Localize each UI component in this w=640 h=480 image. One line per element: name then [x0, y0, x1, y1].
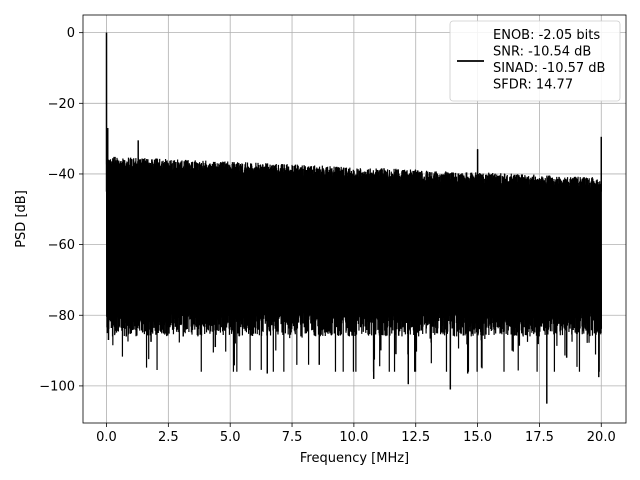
legend-entry: SNR: -10.54 dB [493, 45, 591, 60]
psd-trace [105, 32, 603, 404]
y-tick-label: −60 [48, 238, 75, 253]
legend-box [449, 20, 621, 102]
x-tick: 15.0 [463, 423, 492, 445]
x-tick: 17.5 [525, 423, 554, 445]
x-tick-label: 2.5 [158, 430, 179, 445]
x-axis-label: Frequency [MHz] [300, 451, 409, 466]
psd-plot [105, 32, 603, 404]
x-tick: 12.5 [401, 423, 430, 445]
legend-entry: SINAD: -10.57 dB [493, 61, 605, 76]
x-tick: 20.0 [587, 423, 616, 445]
y-tick-label: −100 [39, 379, 75, 394]
x-tick-label: 10.0 [339, 430, 368, 445]
y-tick-label: −40 [48, 167, 75, 182]
axes-frame [82, 14, 627, 424]
x-tick: 10.0 [339, 423, 368, 445]
x-tick-label: 17.5 [525, 430, 554, 445]
y-tick-label: 0 [67, 26, 75, 41]
x-axis-ticks: 0.0 2.5 5.0 7.5 10.0 12.5 15.0 17.5 20.0 [96, 423, 616, 445]
x-tick-label: 20.0 [587, 430, 616, 445]
y-axis-label: PSD [dB] [14, 190, 29, 248]
y-tick: −40 [48, 167, 83, 182]
x-tick: 7.5 [282, 423, 303, 445]
x-tick: 0.0 [96, 423, 117, 445]
y-tick: 0 [67, 26, 83, 41]
y-tick: −60 [48, 238, 83, 253]
x-tick-label: 7.5 [282, 430, 303, 445]
y-tick: −80 [48, 309, 83, 324]
y-tick-label: −20 [48, 97, 75, 112]
x-tick: 2.5 [158, 423, 179, 445]
y-tick-label: −80 [48, 309, 75, 324]
x-tick-label: 15.0 [463, 430, 492, 445]
x-tick-label: 0.0 [96, 430, 117, 445]
legend-entry: SFDR: 14.77 [493, 78, 573, 93]
x-tick-label: 5.0 [220, 430, 241, 445]
y-axis-ticks: 0 −20 −40 −60 −80 −100 [39, 26, 83, 394]
y-tick: −20 [48, 97, 83, 112]
x-tick: 5.0 [220, 423, 241, 445]
y-tick: −100 [39, 379, 83, 394]
legend-entry: ENOB: -2.05 bits [493, 28, 600, 43]
x-tick-label: 12.5 [401, 430, 430, 445]
